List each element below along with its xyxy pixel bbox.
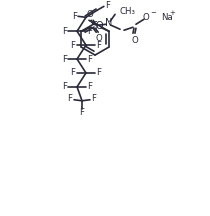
Text: O: O bbox=[95, 21, 103, 31]
Text: −: − bbox=[150, 10, 156, 16]
Text: F: F bbox=[91, 94, 96, 103]
Text: F: F bbox=[71, 68, 76, 78]
Text: S: S bbox=[91, 21, 97, 31]
Text: F: F bbox=[62, 82, 67, 91]
Text: Na: Na bbox=[161, 13, 173, 22]
Text: F: F bbox=[62, 27, 67, 36]
Text: F: F bbox=[96, 68, 101, 78]
Text: F: F bbox=[80, 108, 84, 117]
Text: O: O bbox=[96, 34, 102, 43]
Text: +: + bbox=[170, 10, 176, 16]
Text: N: N bbox=[105, 18, 113, 28]
Text: O: O bbox=[143, 13, 149, 22]
Text: F: F bbox=[71, 41, 76, 50]
Text: O: O bbox=[132, 36, 138, 45]
Text: CH₃: CH₃ bbox=[119, 7, 135, 16]
Text: F: F bbox=[105, 1, 110, 10]
Text: F: F bbox=[87, 54, 92, 64]
Text: F: F bbox=[96, 41, 101, 50]
Text: F: F bbox=[87, 27, 92, 36]
Text: F: F bbox=[72, 12, 77, 21]
Text: F: F bbox=[68, 94, 73, 103]
Text: F: F bbox=[62, 54, 67, 64]
Text: F: F bbox=[87, 82, 92, 91]
Text: O: O bbox=[87, 10, 94, 19]
